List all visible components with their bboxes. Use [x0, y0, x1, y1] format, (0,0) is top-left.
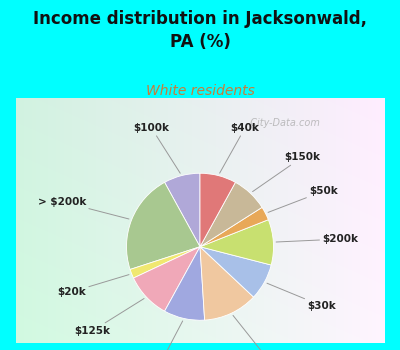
Text: $200k: $200k: [276, 234, 358, 244]
Text: > $200k: > $200k: [38, 197, 129, 219]
Wedge shape: [126, 182, 200, 270]
Text: $50k: $50k: [268, 186, 338, 212]
Text: City-Data.com: City-Data.com: [244, 118, 320, 128]
Text: $100k: $100k: [134, 123, 180, 173]
Wedge shape: [130, 247, 200, 278]
Text: $20k: $20k: [57, 275, 129, 297]
Wedge shape: [200, 247, 271, 297]
Wedge shape: [200, 247, 254, 320]
Wedge shape: [164, 173, 200, 247]
Text: $60k: $60k: [144, 321, 183, 350]
Text: $75k: $75k: [233, 315, 281, 350]
Text: $30k: $30k: [267, 283, 336, 311]
Wedge shape: [164, 247, 205, 320]
Wedge shape: [200, 207, 268, 247]
Wedge shape: [134, 247, 200, 311]
Text: $40k: $40k: [220, 123, 259, 173]
Text: White residents: White residents: [146, 84, 254, 98]
Text: Income distribution in Jacksonwald,
PA (%): Income distribution in Jacksonwald, PA (…: [33, 10, 367, 51]
Wedge shape: [200, 220, 274, 265]
Wedge shape: [200, 173, 236, 247]
Text: $150k: $150k: [252, 153, 320, 191]
Text: $125k: $125k: [75, 299, 144, 336]
Wedge shape: [200, 182, 262, 247]
